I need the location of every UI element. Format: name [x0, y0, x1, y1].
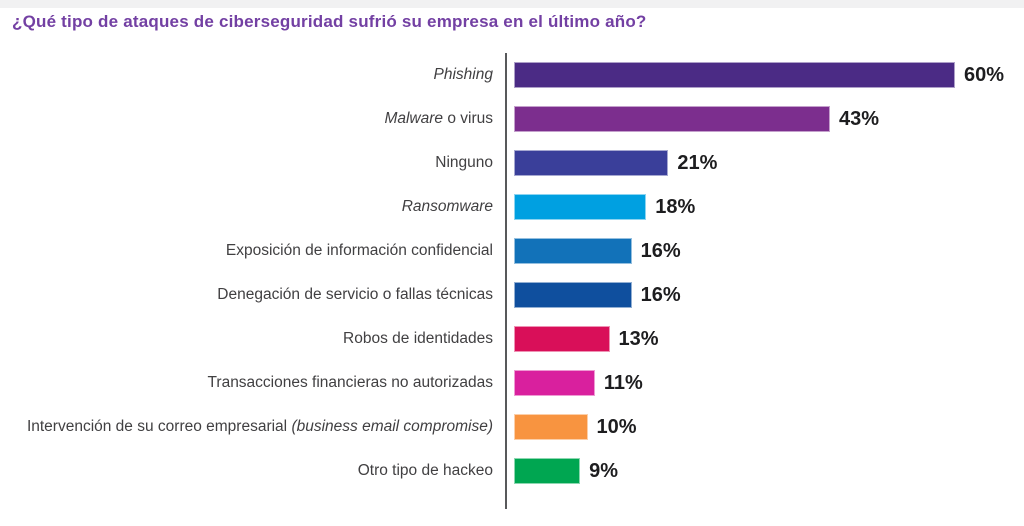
- value-label: 9%: [589, 459, 619, 482]
- bar: [514, 106, 831, 132]
- bar-track: 11%: [505, 361, 1024, 405]
- bar: [514, 194, 647, 220]
- bar: [514, 458, 581, 484]
- plot-area: Phishing 60% Malware o virus 43% Ninguno 21% R…: [0, 53, 1024, 493]
- bar: [514, 370, 595, 396]
- bar: [514, 62, 955, 88]
- bar-track: 16%: [505, 273, 1024, 317]
- value-label: 16%: [640, 239, 681, 262]
- category-label: Otro tipo de hackeo: [0, 462, 505, 480]
- category-label-segment: Ninguno: [435, 154, 493, 172]
- category-label: Denegación de servicio o fallas técnicas: [0, 286, 505, 304]
- chart-row: Robos de identidades 13%: [0, 317, 1024, 361]
- bar-track: 13%: [505, 317, 1024, 361]
- category-label: Ninguno: [0, 154, 505, 172]
- category-label-segment: (business email compromise): [291, 418, 493, 436]
- category-label-segment: Malware: [384, 110, 444, 128]
- bar-track: 16%: [505, 229, 1024, 273]
- value-label: 18%: [655, 195, 696, 218]
- bar-track: 10%: [505, 405, 1024, 449]
- category-label: Exposición de información confidencial: [0, 242, 505, 260]
- value-label: 13%: [618, 327, 659, 350]
- bar: [514, 282, 632, 308]
- bar: [514, 326, 610, 352]
- value-label: 60%: [964, 63, 1005, 86]
- category-label: Robos de identidades: [0, 330, 505, 348]
- chart-row: Otro tipo de hackeo 9%: [0, 449, 1024, 493]
- category-label-segment: Intervención de su correo empresarial: [26, 418, 292, 436]
- category-label-segment: Exposición de información confidencial: [225, 242, 493, 260]
- value-label: 16%: [640, 283, 681, 306]
- bar-chart: Phishing 60% Malware o virus 43% Ninguno 21% R…: [0, 53, 1024, 509]
- category-label-segment: Transacciones financieras no autorizadas: [207, 374, 493, 392]
- chart-row: Exposición de información confidencial 16…: [0, 229, 1024, 273]
- category-label: Ransomware: [0, 198, 505, 216]
- bar-track: 60%: [505, 53, 1024, 97]
- category-label: Phishing: [0, 66, 505, 84]
- chart-title: ¿Qué tipo de ataques de ciberseguridad s…: [12, 12, 647, 31]
- bar-track: 9%: [505, 449, 1024, 493]
- bar: [514, 414, 588, 440]
- chart-row: Denegación de servicio o fallas técnicas…: [0, 273, 1024, 317]
- value-label: 10%: [596, 415, 637, 438]
- category-label-segment: Robos de identidades: [343, 330, 493, 348]
- category-label: Malware o virus: [0, 110, 505, 128]
- top-strip: [0, 0, 1024, 8]
- axis-line-tail: [505, 493, 507, 509]
- value-label: 21%: [677, 151, 718, 174]
- category-label-segment: Ransomware: [401, 198, 493, 216]
- category-label: Transacciones financieras no autorizadas: [0, 374, 505, 392]
- category-label: Intervención de su correo empresarial (b…: [0, 418, 505, 436]
- category-label-segment: o virus: [443, 110, 493, 128]
- bar-track: 21%: [505, 141, 1024, 185]
- bar: [514, 150, 669, 176]
- category-label-segment: Denegación de servicio o fallas técnicas: [217, 286, 493, 304]
- chart-row: Transacciones financieras no autorizadas…: [0, 361, 1024, 405]
- chart-row: Phishing 60%: [0, 53, 1024, 97]
- chart-row: Malware o virus 43%: [0, 97, 1024, 141]
- category-label-segment: Otro tipo de hackeo: [357, 462, 493, 480]
- chart-row: Intervención de su correo empresarial (b…: [0, 405, 1024, 449]
- value-label: 43%: [839, 107, 880, 130]
- category-label-segment: Phishing: [433, 66, 493, 84]
- bar: [514, 238, 632, 264]
- chart-row: Ninguno 21%: [0, 141, 1024, 185]
- bar-track: 43%: [505, 97, 1024, 141]
- bar-track: 18%: [505, 185, 1024, 229]
- chart-row: Ransomware 18%: [0, 185, 1024, 229]
- value-label: 11%: [603, 371, 643, 394]
